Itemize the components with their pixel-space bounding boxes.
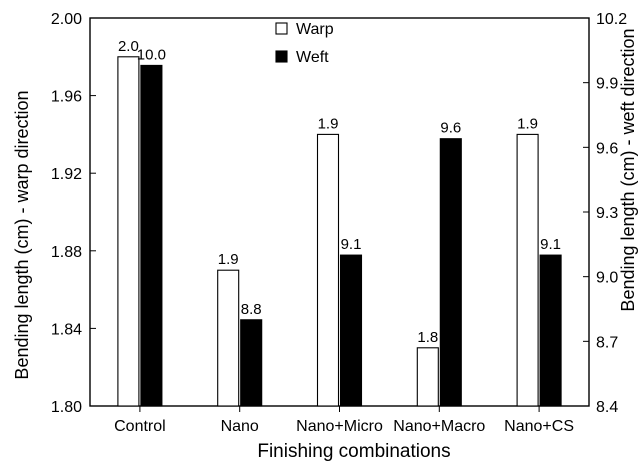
weft-bar <box>439 138 462 407</box>
right-tick-label: 9.6 <box>596 140 618 157</box>
weft-data-label: 8.8 <box>241 301 262 318</box>
left-tick-label: 2.00 <box>51 11 82 28</box>
warp-data-label: 1.8 <box>417 329 438 346</box>
weft-data-label: 9.1 <box>540 236 561 253</box>
plot-border <box>89 17 590 407</box>
weft-bar <box>339 254 363 407</box>
legend-swatch-warp <box>275 22 288 35</box>
bars: 2.0 1.9 1.9 1.8 1.9 10.0 8.8 9.1 9.6 9.1 <box>117 38 562 407</box>
right-tick-label: 9.9 <box>596 76 618 93</box>
y-axis-title-left: Bending length (cm) - warp direction <box>12 90 32 379</box>
y-axis-title-right: Bending length (cm) - weft direction <box>618 28 638 311</box>
right-tick-label: 8.7 <box>596 334 618 351</box>
warp-data-label: 1.9 <box>517 115 538 132</box>
right-tick-label: 10.2 <box>596 11 627 28</box>
warp-bar <box>516 133 539 407</box>
left-tick-label: 1.80 <box>51 399 82 416</box>
legend: Warp Weft <box>275 21 334 66</box>
weft-bar <box>140 64 163 407</box>
left-tick-label: 1.84 <box>51 321 82 338</box>
warp-bar <box>316 133 340 407</box>
x-tick-label: Nano+Micro <box>296 418 383 435</box>
right-tick-label: 9.0 <box>596 270 618 287</box>
weft-bar <box>240 319 263 407</box>
left-tick-label: 1.88 <box>51 244 82 261</box>
x-tick-label: Nano <box>221 418 259 435</box>
x-axis-title: Finishing combinations <box>257 441 450 461</box>
weft-bar <box>539 254 562 407</box>
left-tick-label: 1.96 <box>51 89 82 106</box>
warp-data-label: 2.0 <box>118 38 139 55</box>
legend-swatch-weft <box>275 50 288 63</box>
warp-data-label: 1.9 <box>218 251 239 268</box>
legend-label-warp: Warp <box>296 21 334 38</box>
x-tick-label: Control <box>114 418 166 435</box>
warp-bar <box>217 269 240 407</box>
right-tick-label: 9.3 <box>596 205 618 222</box>
x-tick-label: Nano+Macro <box>393 418 485 435</box>
axis-ticks: 1.80 1.84 1.88 1.92 1.96 2.00 8.4 8.7 9.0 9.3 9.6 9… <box>51 11 627 435</box>
left-tick-label: 1.92 <box>51 166 82 183</box>
weft-data-label: 10.0 <box>137 46 166 63</box>
legend-label-weft: Weft <box>296 49 329 66</box>
warp-bar <box>416 347 439 407</box>
warp-bar <box>117 56 140 407</box>
warp-data-label: 1.9 <box>318 115 339 132</box>
x-tick-label: Nano+CS <box>504 418 574 435</box>
right-tick-label: 8.4 <box>596 399 618 416</box>
plot-frame <box>89 17 590 407</box>
weft-data-label: 9.6 <box>440 120 461 137</box>
weft-data-label: 9.1 <box>341 236 362 253</box>
